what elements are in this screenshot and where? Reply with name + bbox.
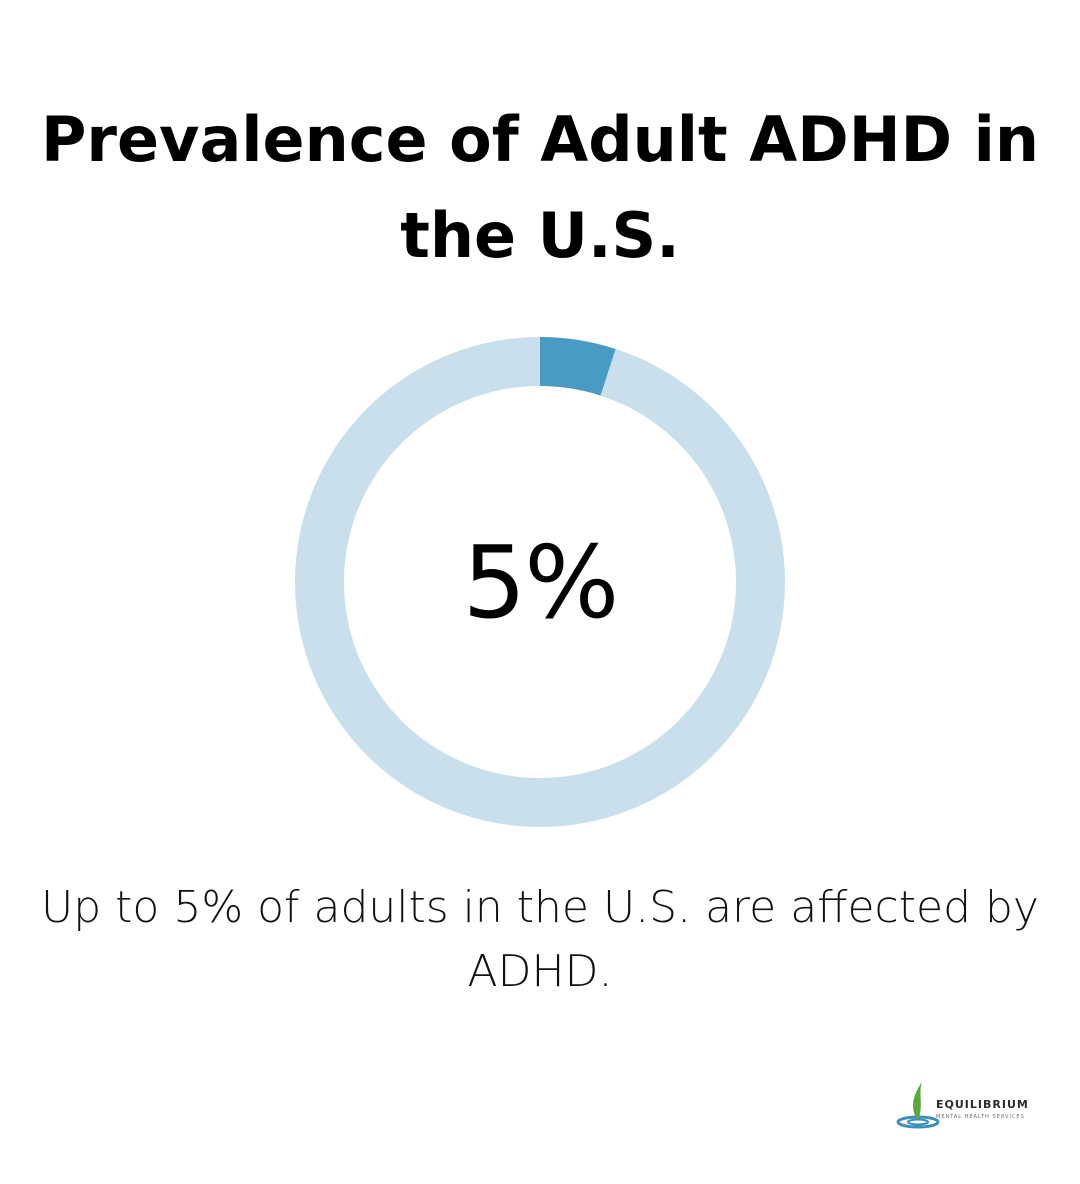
logo-name: EQUILIBRIUM xyxy=(936,1098,1029,1111)
water-ripple-inner-icon xyxy=(907,1118,929,1126)
leaf-icon xyxy=(913,1082,922,1120)
chart-title: Prevalence of Adult ADHD in the U.S. xyxy=(40,103,1040,272)
center-value-label: 5% xyxy=(462,523,620,641)
donut-chart: 5% xyxy=(295,337,785,827)
equilibrium-logo: EQUILIBRIUM MENTAL HEALTH SERVICES xyxy=(896,1078,1036,1130)
chart-caption: Up to 5% of adults in the U.S. are affec… xyxy=(41,882,1039,997)
logo-icon: EQUILIBRIUM MENTAL HEALTH SERVICES xyxy=(896,1082,1029,1129)
logo-tagline: MENTAL HEALTH SERVICES xyxy=(936,1114,1025,1120)
donut-svg xyxy=(295,337,785,827)
donut-slice-0 xyxy=(540,337,616,396)
